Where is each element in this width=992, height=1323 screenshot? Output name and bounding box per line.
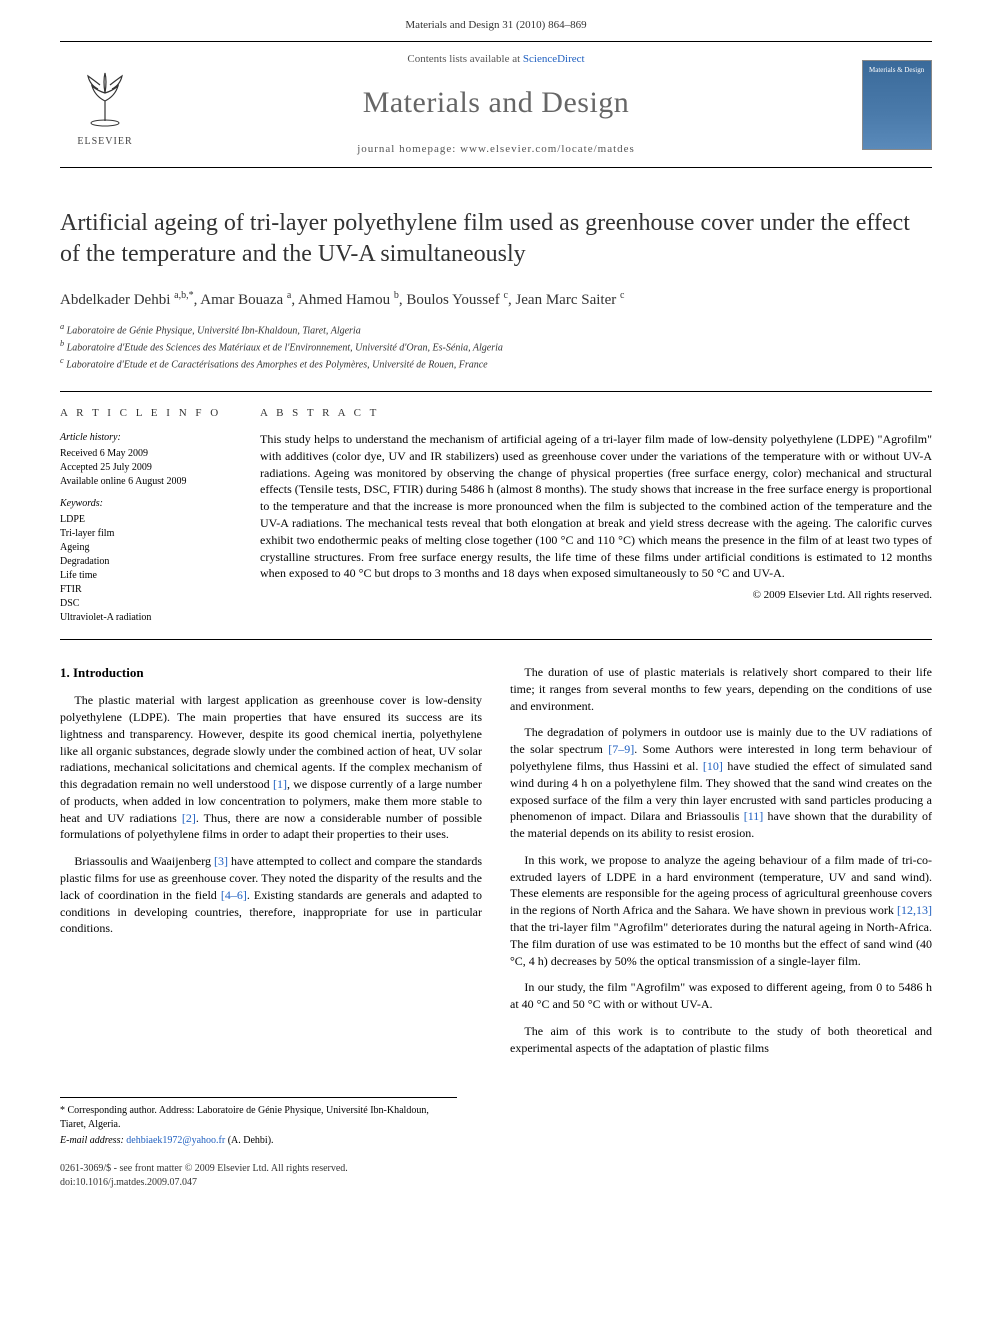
body-paragraph: The aim of this work is to contribute to… xyxy=(510,1023,932,1057)
keyword-item: Life time xyxy=(60,569,240,583)
running-header: Materials and Design 31 (2010) 864–869 xyxy=(0,0,992,41)
affiliation-item: a Laboratoire de Génie Physique, Univers… xyxy=(60,321,932,338)
body-paragraph: The plastic material with largest applic… xyxy=(60,692,482,843)
page-footer: 0261-3069/$ - see front matter © 2009 El… xyxy=(60,1162,932,1190)
keyword-item: Degradation xyxy=(60,555,240,569)
journal-homepage-line: journal homepage: www.elsevier.com/locat… xyxy=(150,142,842,157)
citation-text: Materials and Design 31 (2010) 864–869 xyxy=(405,19,586,31)
keyword-item: DSC xyxy=(60,597,240,611)
elsevier-tree-icon xyxy=(70,61,140,131)
abstract-text: This study helps to understand the mecha… xyxy=(260,431,932,582)
email-suffix: (A. Dehbi). xyxy=(225,1135,273,1146)
citation-ref[interactable]: [11] xyxy=(744,809,764,823)
abstract-heading: A B S T R A C T xyxy=(260,406,932,421)
homepage-url: www.elsevier.com/locate/matdes xyxy=(460,143,635,155)
masthead-right: Materials & Design xyxy=(842,60,932,150)
email-link[interactable]: dehbiaek1972@yahoo.fr xyxy=(126,1135,225,1146)
keyword-item: Ageing xyxy=(60,541,240,555)
article-info-heading: A R T I C L E I N F O xyxy=(60,406,240,421)
corresponding-author-footnote: * Corresponding author. Address: Laborat… xyxy=(60,1097,457,1148)
body-paragraph: The duration of use of plastic materials… xyxy=(510,664,932,714)
citation-ref[interactable]: [7–9] xyxy=(608,742,634,756)
keyword-item: LDPE xyxy=(60,513,240,527)
history-item: Available online 6 August 2009 xyxy=(60,475,240,489)
citation-ref[interactable]: [4–6] xyxy=(221,888,247,902)
author-list: Abdelkader Dehbi a,b,*, Amar Bouaza a, A… xyxy=(60,289,932,311)
citation-ref[interactable]: [10] xyxy=(703,759,723,773)
journal-cover-text: Materials & Design xyxy=(869,67,924,75)
keyword-item: FTIR xyxy=(60,583,240,597)
article-history-heading: Article history: xyxy=(60,431,240,445)
article-history-list: Received 6 May 2009Accepted 25 July 2009… xyxy=(60,447,240,489)
keyword-item: Ultraviolet-A radiation xyxy=(60,611,240,625)
body-right-column: The duration of use of plastic materials… xyxy=(510,664,932,1067)
body-two-column: 1. Introduction The plastic material wit… xyxy=(60,664,932,1067)
homepage-prefix: journal homepage: xyxy=(357,143,460,155)
abstract-copyright: © 2009 Elsevier Ltd. All rights reserved… xyxy=(260,588,932,603)
sciencedirect-link[interactable]: ScienceDirect xyxy=(523,53,585,65)
footer-front-matter: 0261-3069/$ - see front matter © 2009 El… xyxy=(60,1162,932,1176)
history-item: Received 6 May 2009 xyxy=(60,447,240,461)
journal-masthead: ELSEVIER Contents lists available at Sci… xyxy=(60,41,932,168)
journal-name: Materials and Design xyxy=(150,82,842,124)
keyword-item: Tri-layer film xyxy=(60,527,240,541)
citation-ref[interactable]: [12,13] xyxy=(897,903,932,917)
citation-ref[interactable]: [2] xyxy=(182,811,196,825)
body-left-column: 1. Introduction The plastic material wit… xyxy=(60,664,482,1067)
affiliation-item: b Laboratoire d'Etude des Sciences des M… xyxy=(60,338,932,355)
body-paragraph: In our study, the film "Agrofilm" was ex… xyxy=(510,979,932,1013)
email-line: E-mail address: dehbiaek1972@yahoo.fr (A… xyxy=(60,1134,457,1148)
body-paragraph: In this work, we propose to analyze the … xyxy=(510,852,932,970)
affiliation-item: c Laboratoire d'Etude et de Caractérisat… xyxy=(60,355,932,372)
journal-cover-thumbnail: Materials & Design xyxy=(862,60,932,150)
abstract-column: A B S T R A C T This study helps to unde… xyxy=(260,406,932,625)
body-paragraph: Briassoulis and Waaijenberg [3] have att… xyxy=(60,853,482,937)
history-item: Accepted 25 July 2009 xyxy=(60,461,240,475)
article-info-column: A R T I C L E I N F O Article history: R… xyxy=(60,406,260,625)
masthead-center: Contents lists available at ScienceDirec… xyxy=(150,52,842,157)
section-1-heading: 1. Introduction xyxy=(60,664,482,682)
citation-ref[interactable]: [3] xyxy=(214,854,228,868)
info-abstract-row: A R T I C L E I N F O Article history: R… xyxy=(60,392,932,639)
citation-ref[interactable]: [1] xyxy=(273,777,287,791)
footer-doi: doi:10.1016/j.matdes.2009.07.047 xyxy=(60,1176,932,1190)
article-title: Artificial ageing of tri-layer polyethyl… xyxy=(60,208,932,270)
article-header-block: Artificial ageing of tri-layer polyethyl… xyxy=(60,208,932,372)
publisher-block: ELSEVIER xyxy=(60,61,150,149)
keywords-heading: Keywords: xyxy=(60,497,240,511)
body-paragraph: The degradation of polymers in outdoor u… xyxy=(510,724,932,842)
affiliations-list: a Laboratoire de Génie Physique, Univers… xyxy=(60,321,932,373)
contents-available-line: Contents lists available at ScienceDirec… xyxy=(150,52,842,67)
contents-prefix: Contents lists available at xyxy=(407,53,522,65)
email-label: E-mail address: xyxy=(60,1135,126,1146)
corresponding-text: * Corresponding author. Address: Laborat… xyxy=(60,1104,457,1132)
publisher-label: ELSEVIER xyxy=(77,135,132,149)
keywords-list: LDPETri-layer filmAgeingDegradationLife … xyxy=(60,513,240,625)
divider-bottom xyxy=(60,639,932,640)
